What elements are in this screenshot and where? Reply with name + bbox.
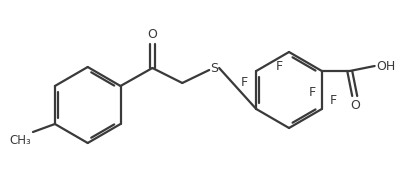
Text: OH: OH: [377, 59, 396, 73]
Text: CH₃: CH₃: [9, 134, 31, 147]
Text: O: O: [350, 99, 360, 112]
Text: F: F: [275, 60, 283, 73]
Text: F: F: [330, 95, 337, 108]
Text: S: S: [210, 61, 218, 74]
Text: F: F: [241, 76, 248, 89]
Text: O: O: [148, 28, 157, 41]
Text: F: F: [308, 86, 316, 99]
